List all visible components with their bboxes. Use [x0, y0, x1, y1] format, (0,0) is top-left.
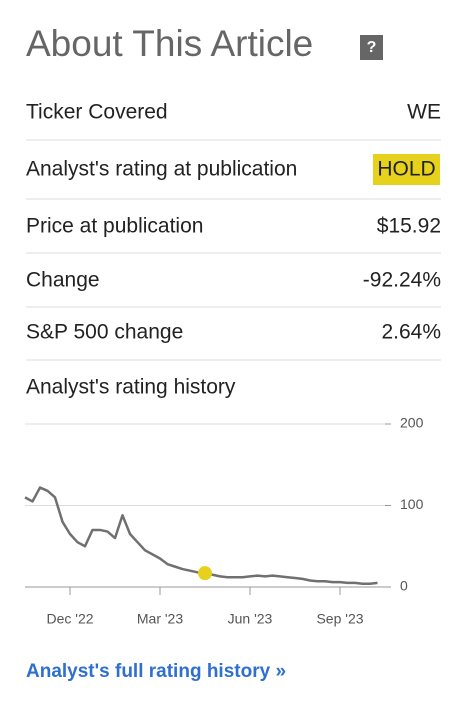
x-tick-label: Mar '23 — [137, 611, 183, 627]
row-value: -92.24% — [363, 269, 441, 292]
help-icon[interactable] — [360, 35, 383, 60]
row-label: Price at publication — [26, 215, 203, 238]
row-value: 2.64% — [381, 321, 441, 344]
x-tick-label: Dec '22 — [46, 611, 93, 627]
chart-title: Analyst's rating history — [26, 376, 236, 399]
row-label: Change — [26, 269, 100, 292]
row-value: WE — [407, 101, 441, 124]
publication-point — [198, 566, 212, 581]
help-mark[interactable]: ? — [367, 39, 377, 56]
title: About This Article — [26, 23, 313, 64]
x-tick-label: Sep '23 — [316, 611, 363, 627]
row-label: Analyst's rating at publication — [26, 158, 297, 181]
row-value: HOLD — [377, 158, 435, 181]
y-tick-label: 0 — [400, 578, 408, 594]
row-label: Ticker Covered — [26, 101, 168, 124]
history-link[interactable]: Analyst's full rating history » — [26, 661, 286, 682]
x-tick-label: Jun '23 — [228, 611, 273, 627]
y-tick-label: 100 — [400, 496, 424, 512]
row-label: S&P 500 change — [26, 321, 183, 344]
row-value: $15.92 — [377, 215, 441, 238]
y-tick-label: 200 — [400, 415, 424, 431]
hold-badge — [373, 154, 440, 185]
